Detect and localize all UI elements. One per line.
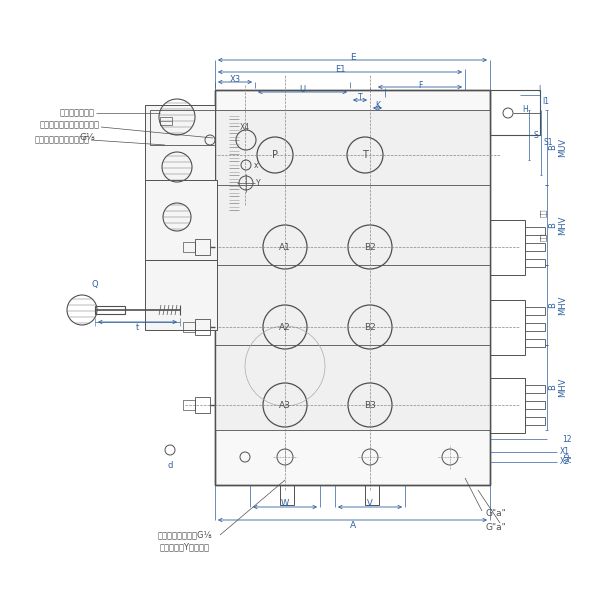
- Text: B2: B2: [364, 323, 376, 331]
- Text: パイロットポート（上面）: パイロットポート（上面）: [40, 121, 100, 130]
- Text: X3: X3: [229, 76, 241, 85]
- Bar: [490, 377, 525, 433]
- Text: S1: S1: [544, 138, 554, 147]
- Text: F: F: [418, 80, 422, 89]
- Bar: [215, 90, 490, 485]
- Bar: [525, 339, 545, 347]
- Text: I1: I1: [542, 97, 549, 107]
- Bar: [195, 397, 210, 413]
- Text: パイロットポートG⅛: パイロットポートG⅛: [158, 530, 212, 539]
- Text: K: K: [375, 101, 380, 110]
- Text: G"a": G"a": [485, 509, 506, 517]
- Bar: [183, 322, 195, 332]
- Bar: [160, 117, 172, 125]
- Bar: [215, 110, 490, 430]
- Text: B3: B3: [364, 401, 376, 409]
- Bar: [490, 299, 525, 355]
- Text: 振分: 振分: [539, 209, 547, 217]
- Text: MHV: MHV: [559, 215, 568, 235]
- Text: （裏面）（Yポート）: （裏面）（Yポート）: [160, 542, 210, 551]
- Text: 最高圧力制限用止めねじ: 最高圧力制限用止めねじ: [35, 136, 90, 145]
- Bar: [95, 306, 125, 314]
- Bar: [145, 180, 217, 260]
- Text: AP: AP: [565, 452, 574, 462]
- Bar: [183, 242, 195, 252]
- Bar: [145, 105, 215, 185]
- Text: Q: Q: [92, 280, 98, 289]
- Text: I: I: [538, 85, 540, 94]
- Text: ねじ式圧力調整: ねじ式圧力調整: [60, 109, 95, 118]
- Bar: [280, 485, 294, 505]
- Bar: [525, 259, 545, 267]
- Bar: [490, 220, 525, 275]
- Text: MHV: MHV: [559, 378, 568, 397]
- Text: A2: A2: [279, 323, 291, 331]
- Text: MUV: MUV: [559, 138, 568, 157]
- Text: H: H: [522, 106, 528, 115]
- Text: T: T: [358, 94, 362, 103]
- Bar: [525, 417, 545, 425]
- Text: 振分: 振分: [539, 233, 547, 241]
- Bar: [145, 260, 217, 330]
- Bar: [195, 239, 210, 255]
- Text: G"a": G"a": [485, 523, 506, 532]
- Bar: [150, 110, 215, 145]
- Text: B: B: [548, 385, 557, 391]
- Bar: [525, 227, 545, 235]
- Bar: [490, 90, 540, 135]
- Text: E: E: [350, 52, 355, 61]
- Text: B: B: [548, 222, 557, 228]
- Text: B2: B2: [364, 242, 376, 251]
- Text: E1: E1: [335, 64, 345, 73]
- Text: d: d: [167, 461, 173, 469]
- Text: G⅛: G⅛: [79, 133, 95, 142]
- Text: U: U: [299, 85, 305, 94]
- Text: T: T: [362, 150, 368, 160]
- Bar: [525, 307, 545, 315]
- Text: W: W: [281, 499, 289, 509]
- Text: X2: X2: [560, 457, 570, 467]
- Bar: [183, 400, 195, 410]
- Text: A1: A1: [279, 242, 291, 251]
- Bar: [215, 90, 490, 485]
- Text: X4: X4: [240, 122, 250, 131]
- Text: B: B: [548, 145, 557, 151]
- Text: A: A: [349, 520, 356, 529]
- Bar: [525, 385, 545, 393]
- Text: X1: X1: [560, 448, 570, 457]
- Text: 12: 12: [562, 434, 571, 443]
- Text: P: P: [272, 150, 278, 160]
- Text: t: t: [136, 323, 139, 332]
- Bar: [525, 243, 545, 251]
- Text: Y: Y: [256, 179, 260, 187]
- Text: A3: A3: [279, 401, 291, 409]
- Text: x: x: [254, 160, 259, 169]
- Bar: [525, 401, 545, 409]
- Bar: [195, 319, 210, 335]
- Text: MHV: MHV: [559, 295, 568, 314]
- Bar: [525, 323, 545, 331]
- Bar: [365, 485, 379, 505]
- Text: B: B: [548, 302, 557, 308]
- Text: S: S: [534, 130, 539, 139]
- Text: V: V: [367, 499, 373, 509]
